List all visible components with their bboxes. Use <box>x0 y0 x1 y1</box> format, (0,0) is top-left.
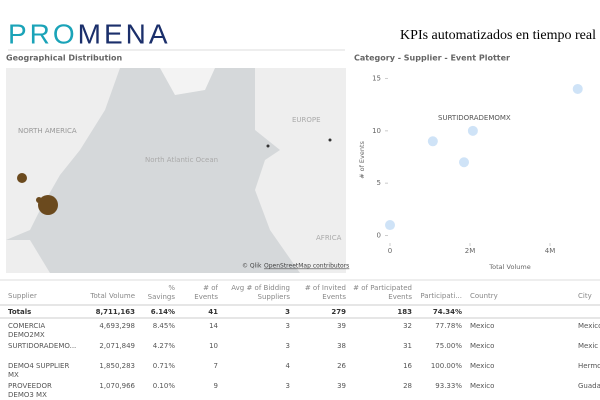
table-cell: 75.00% <box>435 342 462 350</box>
table-cell: # of Events <box>194 284 218 301</box>
table-cell: Hermo <box>578 362 600 370</box>
table-cell: # of Participated Events <box>353 284 412 301</box>
table-cell: City <box>578 292 592 300</box>
table-cell: 14 <box>209 322 218 330</box>
x-tick-label: 2M <box>465 247 476 255</box>
table-cell: Total Volume <box>90 292 135 300</box>
table-cell: 1,070,966 <box>99 382 135 390</box>
y-tick-label: 5 <box>377 179 381 187</box>
table-cell: 9 <box>213 382 218 390</box>
y-tick-label: 15 <box>372 74 381 82</box>
table-cell: 1,850,283 <box>99 362 135 370</box>
map-title: Geographical Distribution <box>6 54 123 63</box>
table-cell: 41 <box>208 308 218 316</box>
y-tick-label: 0 <box>377 232 381 240</box>
table-cell: 3 <box>285 342 290 350</box>
land <box>255 68 346 273</box>
point <box>572 83 583 94</box>
page-title: KPIs automatizados en tiempo real <box>400 28 596 43</box>
bubble <box>36 197 42 203</box>
table-cell: 26 <box>337 362 346 370</box>
point <box>385 220 395 231</box>
table-cell: 10 <box>209 342 218 350</box>
logo: PROMENA <box>8 18 171 49</box>
map-label: AFRICA <box>316 234 342 242</box>
table-cell: Guadal <box>578 382 600 390</box>
table-cell: Mexico <box>470 382 495 390</box>
table-cell: Participati... <box>420 292 462 300</box>
table-cell: Avg # of Bidding Suppliers <box>231 284 290 301</box>
map-label: North Atlantic Ocean <box>145 156 218 164</box>
table-cell: Country <box>470 292 498 300</box>
land <box>6 240 50 273</box>
table-cell: 28 <box>403 382 412 390</box>
table-cell: 74.34% <box>432 308 462 316</box>
table-cell: COMERCIA DEMO2MX <box>8 322 46 339</box>
table-cell: 8,711,163 <box>95 308 135 316</box>
table-cell: 39 <box>337 382 346 390</box>
bubble <box>17 173 27 183</box>
table-cell: % Savings <box>147 284 175 301</box>
bubble <box>38 195 58 215</box>
land <box>6 68 120 240</box>
table-cell: Mexico <box>470 342 495 350</box>
y-axis-label: # of Events <box>358 140 366 178</box>
table-cell: 3 <box>285 308 290 316</box>
table-cell: Mexic <box>578 342 599 350</box>
table-cell: 100.00% <box>430 362 462 370</box>
table-cell: Mexico <box>578 322 600 330</box>
map-label: NORTH AMERICA <box>18 127 77 135</box>
table-cell: 77.78% <box>435 322 462 330</box>
x-tick-label: 4M <box>545 247 556 255</box>
bubble <box>266 144 270 148</box>
table-cell: 7 <box>213 362 218 370</box>
x-tick-label: 0 <box>388 247 392 255</box>
scatter-title: Category - Supplier - Event Plotter <box>354 54 510 63</box>
y-tick-label: 10 <box>372 127 381 135</box>
table-cell: 279 <box>331 308 346 316</box>
point <box>467 125 478 136</box>
table-cell: Totals <box>8 308 32 316</box>
bubble <box>328 138 332 142</box>
table-cell: 2,071,849 <box>99 342 135 350</box>
table-cell: Mexico <box>470 362 495 370</box>
table-cell: 31 <box>403 342 412 350</box>
table-cell: # of Invited Events <box>304 284 346 301</box>
table-cell: Mexico <box>470 322 495 330</box>
x-axis-label: Total Volume <box>488 263 530 271</box>
table-cell: 38 <box>337 342 346 350</box>
table-cell: DEMO4 SUPPLIER MX <box>8 362 70 379</box>
table-cell: 3 <box>285 382 290 390</box>
table-cell: 183 <box>397 308 412 316</box>
table-cell: SURTIDORADEMO... <box>8 342 77 350</box>
map-label: EUROPE <box>292 116 321 124</box>
point <box>459 157 470 168</box>
table-cell: 39 <box>337 322 346 330</box>
table-cell: 16 <box>403 362 412 370</box>
table-cell: 4,693,298 <box>99 322 135 330</box>
table-cell: 32 <box>403 322 412 330</box>
table-cell: 6.14% <box>150 308 175 316</box>
table-cell: PROVEEDOR DEMO3 MX <box>8 382 52 399</box>
table-cell: 0.71% <box>152 362 175 370</box>
land <box>160 68 215 95</box>
table-cell: Supplier <box>8 292 37 300</box>
table-cell: 0.10% <box>152 382 175 390</box>
table-cell: 93.33% <box>435 382 462 390</box>
attribution: © Qlik <box>242 263 262 270</box>
table-cell: 8.45% <box>152 322 175 330</box>
table-cell: 4 <box>285 362 290 370</box>
attribution-link[interactable]: OpenStreetMap contributors <box>264 263 349 270</box>
point <box>427 136 438 147</box>
table-cell: 4.27% <box>152 342 175 350</box>
annotation: SURTIDORADEMOMX <box>438 114 511 122</box>
table-cell: 3 <box>285 322 290 330</box>
